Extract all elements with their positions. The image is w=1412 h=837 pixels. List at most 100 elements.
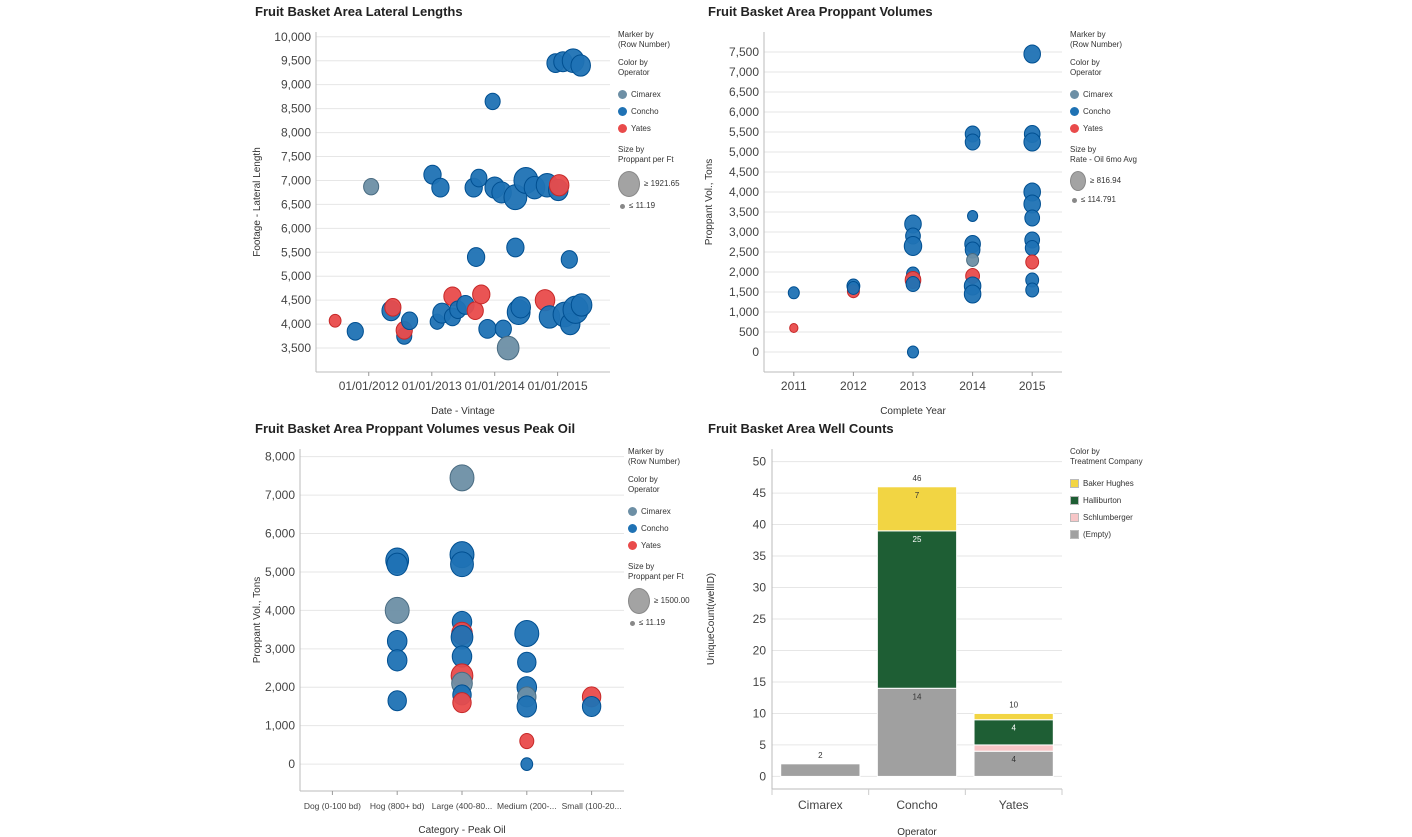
legend-label: Cimarex [1083, 89, 1113, 99]
scatter-point-yates[interactable] [452, 692, 472, 714]
legend-item-concho[interactable]: Concho [618, 103, 680, 120]
y-tick-label: 5 [759, 738, 766, 752]
scatter-point-yates[interactable] [1025, 254, 1040, 270]
y-tick-label: 9,500 [281, 54, 311, 68]
scatter-point-concho[interactable] [506, 237, 525, 258]
legend-item-baker-hughes[interactable]: Baker Hughes [1070, 475, 1143, 492]
legend-label: Yates [1083, 123, 1103, 133]
bar-segment-baker-hughes[interactable] [876, 486, 958, 532]
scatter-point-concho[interactable] [510, 296, 531, 319]
legend-color-field: Treatment Company [1070, 457, 1143, 466]
scatter-point-cimarex[interactable] [384, 596, 410, 624]
y-tick-label: 2,000 [729, 265, 759, 279]
scatter-point-concho[interactable] [517, 651, 537, 673]
legend-color-title: Color by [1070, 58, 1100, 67]
legend-label: Baker Hughes [1083, 478, 1134, 488]
scatter-point-concho[interactable] [478, 319, 497, 339]
bar-segment-baker-hughes[interactable] [973, 712, 1054, 721]
bar-segment--empty-[interactable] [973, 750, 1054, 777]
legend-swatch [1070, 530, 1079, 539]
legend-item-cimarex[interactable]: Cimarex [618, 86, 680, 103]
legend-label: Yates [631, 123, 651, 133]
scatter-point-cimarex[interactable] [363, 177, 380, 196]
bar-segment--empty-[interactable] [876, 687, 958, 777]
scatter-point-concho[interactable] [570, 54, 591, 77]
scatter-point-cimarex[interactable] [449, 464, 475, 492]
legend-label: Cimarex [641, 506, 671, 516]
scatter-point-concho[interactable] [964, 133, 981, 151]
legend-item-concho[interactable]: Concho [1070, 103, 1137, 120]
scatter-point-concho[interactable] [450, 551, 474, 578]
scatter-point-yates[interactable] [472, 284, 491, 305]
scatter-point-cimarex[interactable] [966, 253, 980, 267]
scatter-point-concho[interactable] [387, 690, 407, 712]
scatter-point-concho[interactable] [906, 345, 920, 359]
y-tick-label: 500 [739, 325, 759, 339]
legend-item-yates[interactable]: Yates [1070, 120, 1137, 137]
scatter-point-concho[interactable] [570, 293, 593, 317]
legend-item--empty-[interactable]: (Empty) [1070, 526, 1143, 543]
bar-segment--empty-[interactable] [780, 763, 861, 777]
scatter-point-cimarex[interactable] [496, 335, 520, 361]
scatter-point-yates[interactable] [519, 732, 535, 750]
y-tick-label: 6,000 [729, 105, 759, 119]
scatter-point-yates[interactable] [466, 301, 484, 321]
legend-size-max-label: ≥ 1500.00 [654, 596, 690, 605]
legend-color-title: Color by [618, 58, 648, 67]
scatter-point-yates[interactable] [548, 174, 570, 197]
y-tick-label: 5,500 [729, 125, 759, 139]
scatter-point-concho[interactable] [466, 247, 486, 267]
scatter-point-concho[interactable] [581, 695, 602, 717]
legend-item-yates[interactable]: Yates [618, 120, 680, 137]
y-tick-label: 1,500 [729, 285, 759, 299]
scatter-point-concho[interactable] [1025, 282, 1040, 298]
legend-swatch [618, 90, 627, 99]
scatter-point-concho[interactable] [516, 695, 538, 718]
legend-swatch [628, 524, 637, 533]
scatter-point-concho[interactable] [963, 284, 982, 304]
scatter-point-concho[interactable] [903, 236, 923, 256]
scatter-point-yates[interactable] [384, 298, 402, 317]
legend-marker-field: (Row Number) [628, 457, 681, 466]
scatter-point-concho[interactable] [967, 210, 979, 222]
scatter-point-concho[interactable] [386, 630, 408, 653]
scatter-point-concho[interactable] [494, 319, 512, 339]
scatter-point-concho[interactable] [386, 552, 409, 576]
bar-segment-label: 14 [913, 692, 922, 701]
legend-item-schlumberger[interactable]: Schlumberger [1070, 509, 1143, 526]
scatter-point-concho[interactable] [1023, 132, 1041, 152]
legend-item-cimarex[interactable]: Cimarex [628, 503, 690, 520]
x-tick-label: 2014 [959, 379, 986, 393]
scatter-point-concho[interactable] [1023, 44, 1041, 64]
legend-swatch [1070, 124, 1079, 133]
bar-segment-schlumberger[interactable] [973, 744, 1054, 752]
x-tick-label: Cimarex [798, 798, 843, 812]
scatter-point-concho[interactable] [520, 757, 534, 772]
scatter-point-concho[interactable] [1024, 209, 1041, 227]
legend-item-cimarex[interactable]: Cimarex [1070, 86, 1137, 103]
scatter-point-concho[interactable] [431, 177, 450, 198]
legend-item-halliburton[interactable]: Halliburton [1070, 492, 1143, 509]
scatter-point-concho[interactable] [846, 281, 860, 295]
x-tick-label: 2011 [781, 379, 807, 393]
legend-item-yates[interactable]: Yates [628, 537, 690, 554]
scatter-point-concho[interactable] [346, 321, 364, 341]
legend-item-concho[interactable]: Concho [628, 520, 690, 537]
bar-segment-halliburton[interactable] [876, 530, 958, 689]
scatter-point-concho[interactable] [514, 619, 540, 647]
y-tick-label: 5,000 [265, 565, 295, 579]
y-tick-label: 4,500 [729, 165, 759, 179]
scatter-point-concho[interactable] [787, 286, 800, 300]
scatter-point-concho[interactable] [400, 311, 419, 331]
scatter-point-concho[interactable] [470, 168, 488, 188]
y-tick-label: 2,500 [729, 245, 759, 259]
scatter-point-concho[interactable] [1024, 240, 1040, 256]
scatter-point-concho[interactable] [905, 276, 921, 292]
bar-segment-halliburton[interactable] [973, 719, 1054, 746]
legend-color-field: Operator [618, 68, 650, 77]
scatter-point-yates[interactable] [328, 313, 342, 328]
scatter-point-concho[interactable] [560, 250, 578, 269]
scatter-point-yates[interactable] [789, 323, 799, 333]
scatter-point-concho[interactable] [484, 92, 501, 111]
scatter-point-concho[interactable] [386, 649, 408, 672]
